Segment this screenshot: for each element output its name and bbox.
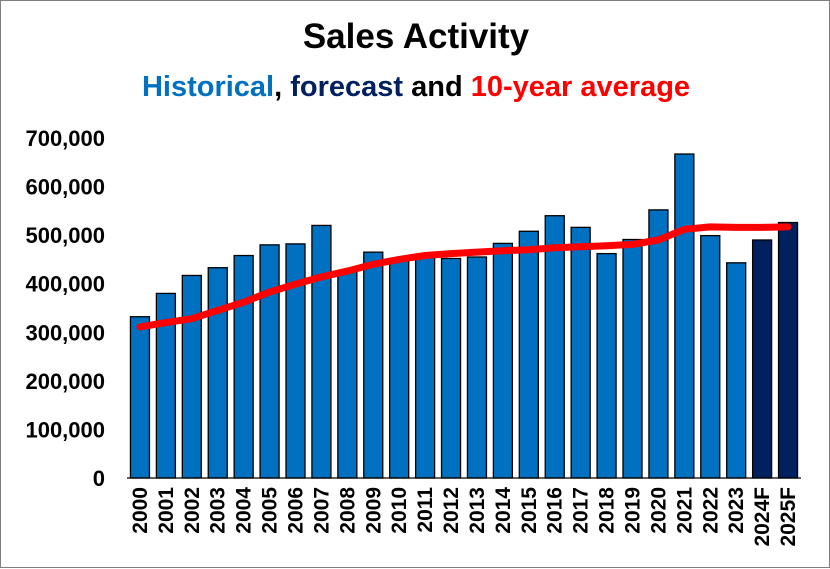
- historical-bar: [492, 242, 514, 479]
- x-tick-label: 2006: [285, 487, 308, 534]
- historical-bar: [622, 238, 643, 479]
- historical-bar: [440, 257, 462, 479]
- forecast-bar: [777, 221, 799, 479]
- x-tick-label: 2004: [233, 487, 256, 534]
- historical-bar: [726, 262, 747, 479]
- x-tick-label: 2024F: [751, 487, 774, 547]
- y-axis: 0 100,000 200,000 300,000 400,000 500,000 600,…: [25, 126, 105, 491]
- x-tick-label: 2011: [414, 487, 437, 533]
- x-tick-label: 2015: [518, 487, 541, 534]
- x-tick-label: 2012: [440, 487, 463, 534]
- average-line-group: [136, 223, 792, 331]
- y-tick-label: 500,000: [25, 223, 105, 248]
- x-tick-label: 2007: [310, 487, 333, 534]
- subtitle-sep1: ,: [274, 71, 291, 103]
- y-tick-label: 400,000: [25, 272, 105, 297]
- historical-bar: [259, 244, 280, 479]
- x-tick-label: 2018: [596, 487, 619, 534]
- x-tick-label: 2009: [362, 487, 385, 534]
- x-tick-label: 2005: [259, 487, 282, 534]
- historical-bar: [466, 256, 488, 479]
- x-tick-label: 2021: [673, 487, 696, 534]
- historical-bar: [207, 267, 228, 479]
- historical-bar: [544, 215, 565, 479]
- subtitle-historical: Historical: [141, 71, 275, 103]
- x-tick-label: 2016: [544, 487, 567, 534]
- historical-bar: [181, 274, 202, 479]
- x-tick-label: 2019: [622, 487, 645, 534]
- historical-bar: [700, 234, 721, 479]
- historical-bar: [363, 251, 384, 479]
- historical-bar: [596, 252, 617, 479]
- historical-bar: [674, 153, 695, 479]
- x-tick-label: 2017: [570, 487, 593, 534]
- x-tick-label: 2020: [647, 487, 670, 534]
- y-tick-label: 100,000: [25, 417, 105, 442]
- x-tick-label: 2010: [388, 487, 411, 534]
- y-tick-label: 700,000: [25, 126, 105, 151]
- historical-bar: [129, 316, 151, 479]
- historical-bar: [414, 254, 436, 479]
- bars: [129, 153, 799, 479]
- subtitle-average: 10-year average: [470, 71, 691, 103]
- chart-subtitle: Historical, forecast and 10-year average: [1, 71, 830, 104]
- historical-bar: [311, 224, 332, 479]
- historical-bar: [648, 209, 669, 479]
- x-tick-label: 2013: [466, 487, 489, 534]
- y-tick-label: 600,000: [25, 175, 105, 200]
- chart-title: Sales Activity: [302, 17, 530, 56]
- x-tick-label: 2003: [207, 487, 230, 534]
- historical-bar: [518, 230, 539, 479]
- x-axis: 2000 2001 2002 2003 2004 2005 2006 2007 2008 2009…: [127, 477, 801, 547]
- y-tick-label: 0: [93, 466, 105, 491]
- historical-bar: [389, 259, 410, 479]
- subtitle-forecast: forecast: [290, 71, 404, 103]
- y-tick-label: 200,000: [25, 369, 105, 394]
- x-tick-label: 2008: [336, 487, 359, 534]
- x-tick-label: 2000: [129, 487, 152, 534]
- subtitle-sep2: and: [403, 71, 471, 103]
- forecast-bar: [751, 239, 773, 479]
- x-tick-label: 2025F: [777, 487, 800, 547]
- x-tick-label: 2001: [155, 487, 178, 534]
- x-tick-label: 2023: [725, 487, 748, 534]
- x-tick-label: 2014: [492, 487, 515, 534]
- average-line: [136, 223, 792, 331]
- y-tick-label: 300,000: [25, 320, 105, 345]
- historical-bar: [337, 270, 358, 479]
- x-tick-label: 2002: [181, 487, 204, 534]
- historical-bar: [570, 226, 591, 479]
- historical-bar: [233, 254, 254, 479]
- x-tick-label: 2022: [699, 487, 722, 534]
